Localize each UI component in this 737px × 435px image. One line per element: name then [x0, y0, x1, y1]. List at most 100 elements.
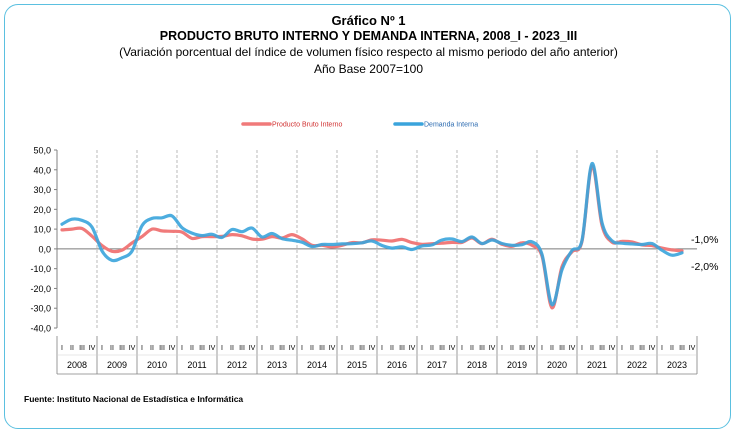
- year-label: 2014: [307, 360, 327, 370]
- y-tick-label: 30,0: [33, 185, 51, 195]
- quarter-label: II: [190, 345, 194, 352]
- year-label: 2008: [67, 360, 87, 370]
- quarter-label: IV: [569, 345, 576, 352]
- quarter-label: I: [381, 345, 383, 352]
- quarter-label: II: [550, 345, 554, 352]
- y-tick-label: -20,0: [30, 284, 51, 294]
- quarter-label: III: [519, 345, 525, 352]
- quarter-label: I: [61, 345, 63, 352]
- quarter-label: III: [479, 345, 485, 352]
- quarter-label: II: [390, 345, 394, 352]
- quarter-label: III: [239, 345, 245, 352]
- quarter-label: I: [341, 345, 343, 352]
- y-tick-label: 50,0: [33, 146, 51, 156]
- year-label: 2013: [267, 360, 287, 370]
- quarter-label: II: [430, 345, 434, 352]
- quarter-label: I: [141, 345, 143, 352]
- y-tick-label: -30,0: [30, 304, 51, 314]
- chart-subtitle: PRODUCTO BRUTO INTERNO Y DEMANDA INTERNA…: [159, 29, 578, 43]
- quarter-label: I: [221, 345, 223, 352]
- quarter-label: IV: [129, 345, 136, 352]
- quarter-label: III: [199, 345, 205, 352]
- quarter-label: III: [439, 345, 445, 352]
- quarter-label: II: [150, 345, 154, 352]
- quarter-label: I: [661, 345, 663, 352]
- quarter-label: I: [621, 345, 623, 352]
- quarter-label: IV: [449, 345, 456, 352]
- chart-frame: [4, 4, 731, 429]
- quarter-label: III: [559, 345, 565, 352]
- year-label: 2017: [427, 360, 447, 370]
- quarter-label: II: [590, 345, 594, 352]
- quarter-label: IV: [249, 345, 256, 352]
- quarter-label: III: [399, 345, 405, 352]
- year-label: 2020: [547, 360, 567, 370]
- quarter-label: I: [541, 345, 543, 352]
- y-tick-label: 40,0: [33, 165, 51, 175]
- quarter-label: II: [70, 345, 74, 352]
- quarter-label: III: [599, 345, 605, 352]
- quarter-label: IV: [689, 345, 696, 352]
- chart-title: Gráfico Nº 1: [331, 13, 406, 28]
- quarter-label: III: [679, 345, 685, 352]
- quarter-label: I: [301, 345, 303, 352]
- year-label: 2012: [227, 360, 247, 370]
- quarter-label: I: [101, 345, 103, 352]
- source-note: Fuente: Instituto Nacional de Estadístic…: [24, 394, 244, 404]
- year-label: 2009: [107, 360, 127, 370]
- quarter-label: III: [319, 345, 325, 352]
- quarter-label: IV: [89, 345, 96, 352]
- quarter-label: IV: [649, 345, 656, 352]
- legend-label-pbi: Producto Bruto Interno: [272, 122, 343, 129]
- quarter-label: I: [501, 345, 503, 352]
- end-label-pbi: -1,0%: [691, 234, 718, 246]
- chart-base-year: Año Base 2007=100: [313, 62, 424, 76]
- quarter-label: I: [461, 345, 463, 352]
- legend-label-demanda: Demanda Interna: [424, 122, 478, 129]
- y-tick-label: 0,0: [38, 244, 51, 254]
- quarter-label: IV: [369, 345, 376, 352]
- quarter-label: IV: [209, 345, 216, 352]
- quarter-label: II: [510, 345, 514, 352]
- chart-description: (Variación porcentual del índice de volu…: [119, 45, 618, 59]
- quarter-label: IV: [289, 345, 296, 352]
- quarter-label: IV: [169, 345, 176, 352]
- year-label: 2019: [507, 360, 527, 370]
- y-tick-label: -40,0: [30, 324, 51, 334]
- quarter-label: I: [421, 345, 423, 352]
- quarter-label: III: [159, 345, 165, 352]
- y-tick-label: 20,0: [33, 205, 51, 215]
- year-label: 2016: [387, 360, 407, 370]
- year-label: 2015: [347, 360, 367, 370]
- quarter-label: II: [350, 345, 354, 352]
- quarter-label: II: [110, 345, 114, 352]
- quarter-label: II: [630, 345, 634, 352]
- quarter-label: I: [261, 345, 263, 352]
- year-label: 2018: [467, 360, 487, 370]
- quarter-label: III: [119, 345, 125, 352]
- year-label: 2022: [627, 360, 647, 370]
- quarter-label: IV: [529, 345, 536, 352]
- year-label: 2010: [147, 360, 167, 370]
- quarter-label: IV: [489, 345, 496, 352]
- quarter-label: II: [270, 345, 274, 352]
- quarter-label: II: [230, 345, 234, 352]
- quarter-label: III: [639, 345, 645, 352]
- quarter-label: IV: [329, 345, 336, 352]
- quarter-label: III: [79, 345, 85, 352]
- quarter-label: II: [310, 345, 314, 352]
- end-label-demanda: -2,0%: [691, 261, 718, 273]
- quarter-label: I: [581, 345, 583, 352]
- year-label: 2021: [587, 360, 607, 370]
- year-label: 2011: [187, 360, 206, 370]
- quarter-label: IV: [409, 345, 416, 352]
- quarter-label: II: [470, 345, 474, 352]
- y-tick-label: -10,0: [30, 264, 51, 274]
- y-tick-label: 10,0: [33, 225, 51, 235]
- quarter-label: I: [181, 345, 183, 352]
- quarter-label: III: [359, 345, 365, 352]
- series-line-demanda: [60, 161, 684, 307]
- year-label: 2023: [667, 360, 687, 370]
- quarter-label: III: [279, 345, 285, 352]
